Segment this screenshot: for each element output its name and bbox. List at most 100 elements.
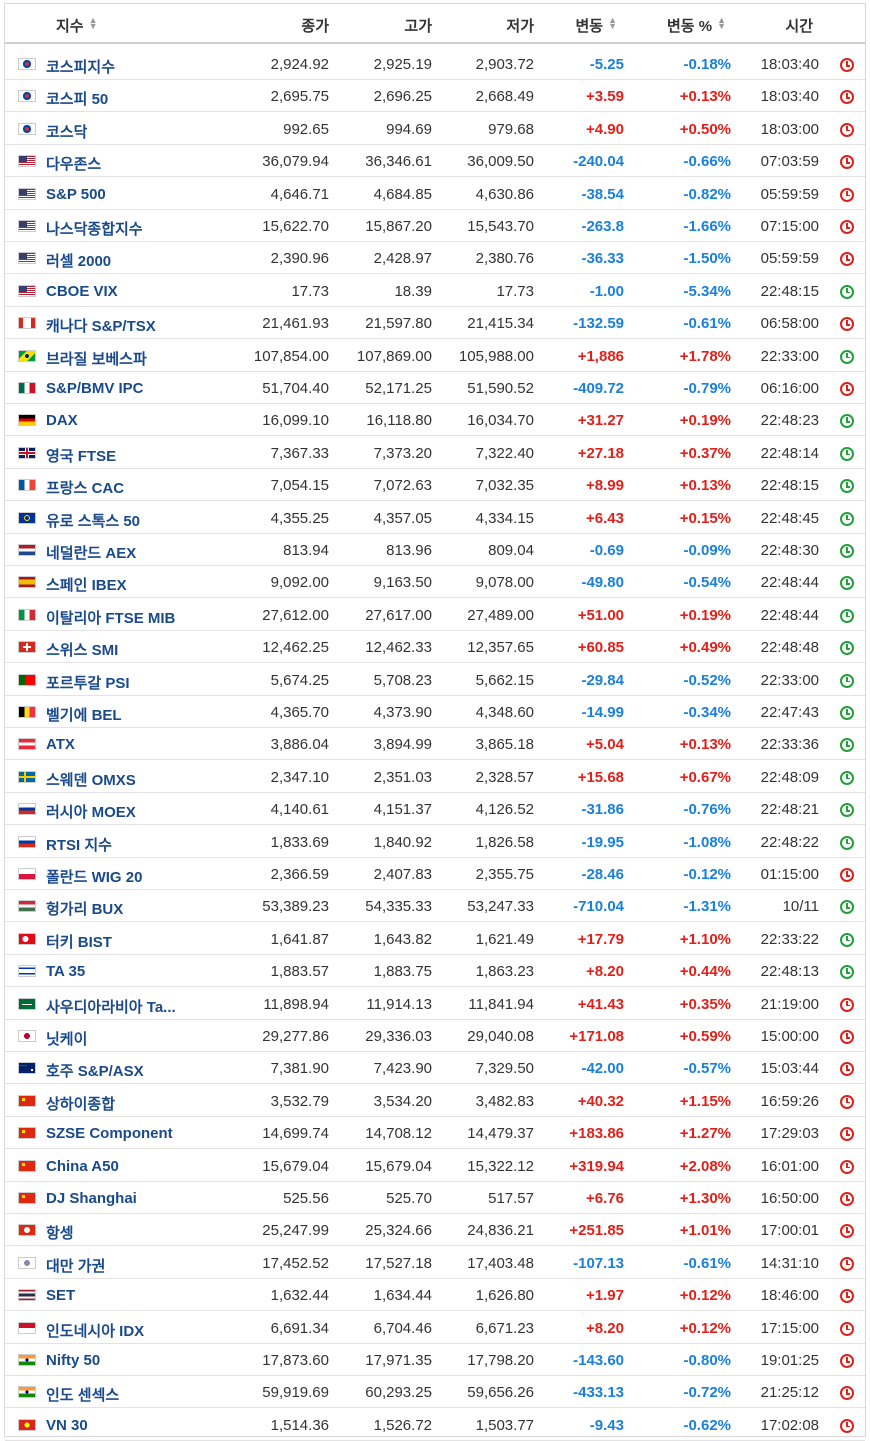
- index-name-link[interactable]: CBOE VIX: [46, 282, 118, 300]
- market-status-clock-icon: [840, 58, 854, 72]
- change-value: -36.33: [581, 250, 624, 268]
- high-price: 2,428.97: [373, 250, 432, 268]
- index-name-link[interactable]: RTSI 지수: [46, 836, 112, 854]
- index-name-link[interactable]: SET: [46, 1287, 76, 1305]
- index-name-link[interactable]: DJ Shanghai: [46, 1190, 137, 1207]
- change-value: +8.99: [586, 477, 624, 495]
- index-name-link[interactable]: ATX: [46, 736, 75, 754]
- index-name-link[interactable]: 상하이종합: [46, 1095, 116, 1113]
- index-name-link[interactable]: 코스피 50: [46, 91, 109, 109]
- change-value: +1.97: [586, 1287, 624, 1305]
- last-price: 2,390.96: [270, 250, 329, 268]
- index-name-link[interactable]: 닛케이: [46, 1031, 88, 1048]
- header-low[interactable]: 저가: [506, 18, 534, 35]
- last-price: 7,367.33: [270, 444, 329, 462]
- table-row: 브라질 보베스파 107,854.00 107,869.00 105,988.00 +1…: [5, 340, 865, 372]
- index-name-link[interactable]: 사우디아라비아 Ta...: [46, 998, 176, 1016]
- header-name[interactable]: 지수 ▲ ▼: [56, 15, 98, 36]
- index-name-link[interactable]: DAX: [46, 412, 78, 430]
- index-name-link[interactable]: 호주 S&P/ASX: [46, 1063, 144, 1081]
- index-name-link[interactable]: 벨기에 BEL: [46, 707, 122, 724]
- index-name-link[interactable]: 프랑스 CAC: [46, 480, 125, 498]
- change-percent: -0.09%: [683, 542, 731, 559]
- market-status-clock-icon: [840, 252, 854, 267]
- index-name-link[interactable]: 인도 센섹스: [46, 1387, 120, 1405]
- index-name-link[interactable]: China A50: [46, 1157, 119, 1175]
- index-name-link[interactable]: 유로 스톡스 50: [46, 512, 141, 530]
- change-percent: +0.50%: [679, 120, 731, 138]
- low-price: 9,078.00: [475, 574, 534, 592]
- index-name-link[interactable]: 스페인 IBEX: [46, 577, 127, 595]
- index-name-link[interactable]: TA 35: [46, 963, 86, 981]
- index-name-link[interactable]: 스위스 SMI: [46, 642, 119, 660]
- index-name-link[interactable]: 영국 FTSE: [46, 447, 117, 465]
- update-time: 22:33:00: [760, 347, 819, 365]
- index-name-link[interactable]: 포르투갈 PSI: [46, 674, 130, 692]
- high-price: 7,423.90: [373, 1060, 432, 1078]
- change-percent: -0.52%: [683, 671, 731, 689]
- header-last[interactable]: 종가: [301, 18, 329, 35]
- high-price: 36,346.61: [365, 153, 432, 171]
- table-row: 코스피지수 2,924.92 2,925.19 2,903.72 -5.25 -0.18%…: [5, 48, 865, 80]
- index-name-link[interactable]: 헝가리 BUX: [46, 901, 124, 919]
- table-row: 러셀 2000 2,390.96 2,428.97 2,380.76 -36.33 -1.…: [5, 242, 865, 275]
- index-name-link[interactable]: S&P/BMV IPC: [46, 380, 144, 397]
- header-high[interactable]: 고가: [404, 18, 432, 35]
- index-name-link[interactable]: 대만 가권: [46, 1257, 106, 1275]
- low-price: 5,662.15: [475, 671, 534, 689]
- update-time: 17:00:01: [760, 1222, 819, 1240]
- last-price: 17.73: [291, 282, 329, 300]
- last-price: 7,381.90: [270, 1060, 329, 1078]
- flag-ca-icon: [18, 317, 36, 330]
- change-value: -9.43: [589, 1416, 624, 1434]
- index-name-link[interactable]: 러셀 2000: [46, 253, 112, 271]
- change-percent: +0.67%: [679, 768, 731, 786]
- header-chg[interactable]: 변동 ▲ ▼: [575, 15, 617, 36]
- table-row: 스위스 SMI 12,462.25 12,462.33 12,357.65 +60.85…: [5, 631, 865, 664]
- change-percent: +0.13%: [679, 477, 731, 495]
- index-name-link[interactable]: 나스닥종합지수: [46, 221, 143, 238]
- table-row: 캐나다 S&P/TSX 21,461.93 21,597.80 21,415.34 -1…: [5, 307, 865, 340]
- change-percent: +2.08%: [679, 1157, 731, 1175]
- update-time: 18:03:40: [760, 88, 819, 106]
- index-name-link[interactable]: S&P 500: [46, 185, 106, 203]
- update-time: 16:59:26: [760, 1092, 819, 1110]
- low-price: 15,543.70: [467, 218, 534, 235]
- change-value: -1.00: [589, 282, 624, 300]
- index-name-link[interactable]: 다우존스: [46, 156, 102, 174]
- index-name-link[interactable]: Nifty 50: [46, 1352, 101, 1369]
- index-name-link[interactable]: SZSE Component: [46, 1125, 173, 1143]
- high-price: 7,373.20: [373, 444, 432, 462]
- high-price: 1,883.75: [373, 963, 432, 981]
- market-status-clock-icon: [840, 446, 854, 461]
- change-value: +171.08: [569, 1028, 624, 1045]
- sort-icon[interactable]: ▲ ▼: [717, 15, 726, 31]
- high-price: 16,118.80: [366, 412, 432, 430]
- table-row: China A50 15,679.04 15,679.04 15,322.12 +319…: [5, 1150, 865, 1182]
- table-row: 프랑스 CAC 7,054.15 7,072.63 7,032.35 +8.99 +0.1…: [5, 469, 865, 502]
- index-name-link[interactable]: 인도네시아 IDX: [46, 1322, 145, 1340]
- table-row: SZSE Component 14,699.74 14,708.12 14,479.3…: [5, 1117, 865, 1150]
- table-row: 코스닥 992.65 994.69 979.68 +4.90 +0.50% 18:03:00: [5, 113, 865, 145]
- index-name-link[interactable]: 항셍: [46, 1225, 74, 1243]
- index-name-link[interactable]: 이탈리아 FTSE MIB: [46, 609, 176, 627]
- index-name-link[interactable]: 러시아 MOEX: [46, 804, 136, 822]
- index-name-link[interactable]: VN 30: [46, 1416, 88, 1434]
- index-name-link[interactable]: 폴란드 WIG 20: [46, 869, 143, 886]
- sort-icon[interactable]: ▲ ▼: [608, 15, 617, 31]
- header-time[interactable]: 시간: [785, 18, 813, 35]
- index-name-link[interactable]: 네덜란드 AEX: [46, 545, 137, 562]
- index-name-link[interactable]: 캐나다 S&P/TSX: [46, 318, 156, 336]
- sort-icon[interactable]: ▲ ▼: [88, 15, 98, 31]
- change-value: +6.43: [586, 509, 624, 527]
- table-row: 터키 BIST 1,641.87 1,643.82 1,621.49 +17.79 +1.…: [5, 923, 865, 955]
- index-name-link[interactable]: 터키 BIST: [46, 933, 112, 951]
- change-value: +31.27: [577, 412, 624, 430]
- index-name-link[interactable]: 코스닥: [46, 123, 88, 141]
- last-price: 14,699.74: [262, 1125, 329, 1143]
- index-name-link[interactable]: 코스피지수: [46, 59, 116, 76]
- header-chg-pct[interactable]: 변동 % ▲ ▼: [667, 15, 726, 36]
- index-name-link[interactable]: 스웨덴 OMXS: [46, 771, 136, 789]
- last-price: 525.56: [283, 1190, 329, 1207]
- index-name-link[interactable]: 브라질 보베스파: [46, 350, 147, 368]
